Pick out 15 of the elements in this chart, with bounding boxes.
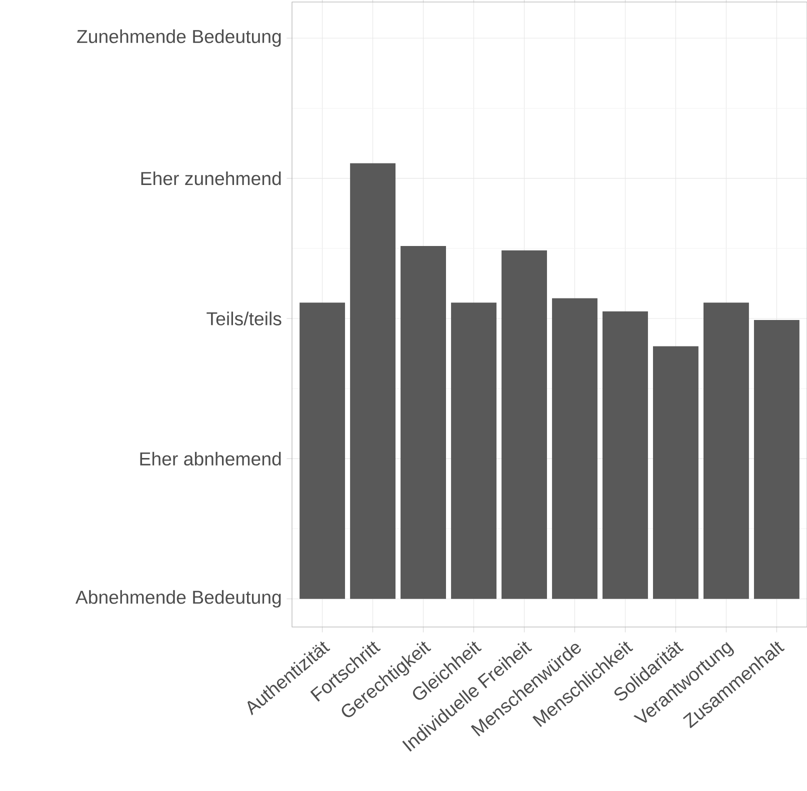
text: Zunehmende Bedeutung xyxy=(77,29,281,47)
bar xyxy=(552,298,598,599)
text: Eher zunehmend xyxy=(141,171,281,186)
bar xyxy=(300,302,346,599)
bar xyxy=(653,346,698,599)
bar xyxy=(704,302,749,599)
bar xyxy=(754,320,800,599)
bar xyxy=(602,311,648,599)
text: Teils/teils xyxy=(206,312,282,326)
bar xyxy=(350,163,396,599)
text: Abnehmende Bedeutung xyxy=(75,590,281,608)
bar xyxy=(400,246,446,599)
text: Eher abnhemend xyxy=(140,452,281,466)
bar xyxy=(502,250,547,599)
bar xyxy=(451,302,496,599)
